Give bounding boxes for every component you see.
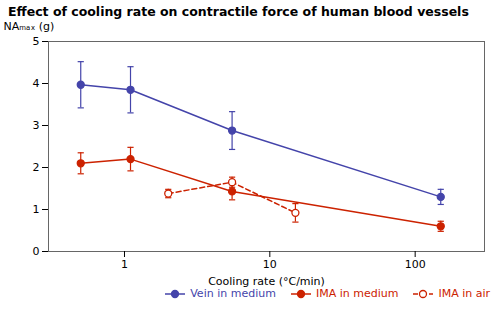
svg-text:2: 2 xyxy=(33,161,40,174)
svg-text:4: 4 xyxy=(33,77,40,90)
svg-text:100: 100 xyxy=(405,258,426,271)
svg-text:1: 1 xyxy=(121,258,128,271)
html-text:Effect of cooling rate on cont: Effect of cooling rate on contractile fo… xyxy=(8,4,469,19)
html-text:Vein in medium: Vein in medium xyxy=(190,287,276,300)
svg-text:0: 0 xyxy=(33,245,40,258)
svg-text:NAₘₐₓ (g): NAₘₐₓ (g) xyxy=(4,20,55,33)
svg-text:5: 5 xyxy=(33,35,40,48)
svg-text:1: 1 xyxy=(33,203,40,216)
html-text:IMA in air: IMA in air xyxy=(438,287,490,300)
svg-text:10: 10 xyxy=(263,258,277,271)
svg-text:Cooling rate (°C/min): Cooling rate (°C/min) xyxy=(208,275,325,288)
svg-text:3: 3 xyxy=(33,119,40,132)
html-text:IMA in medium: IMA in medium xyxy=(315,287,399,300)
